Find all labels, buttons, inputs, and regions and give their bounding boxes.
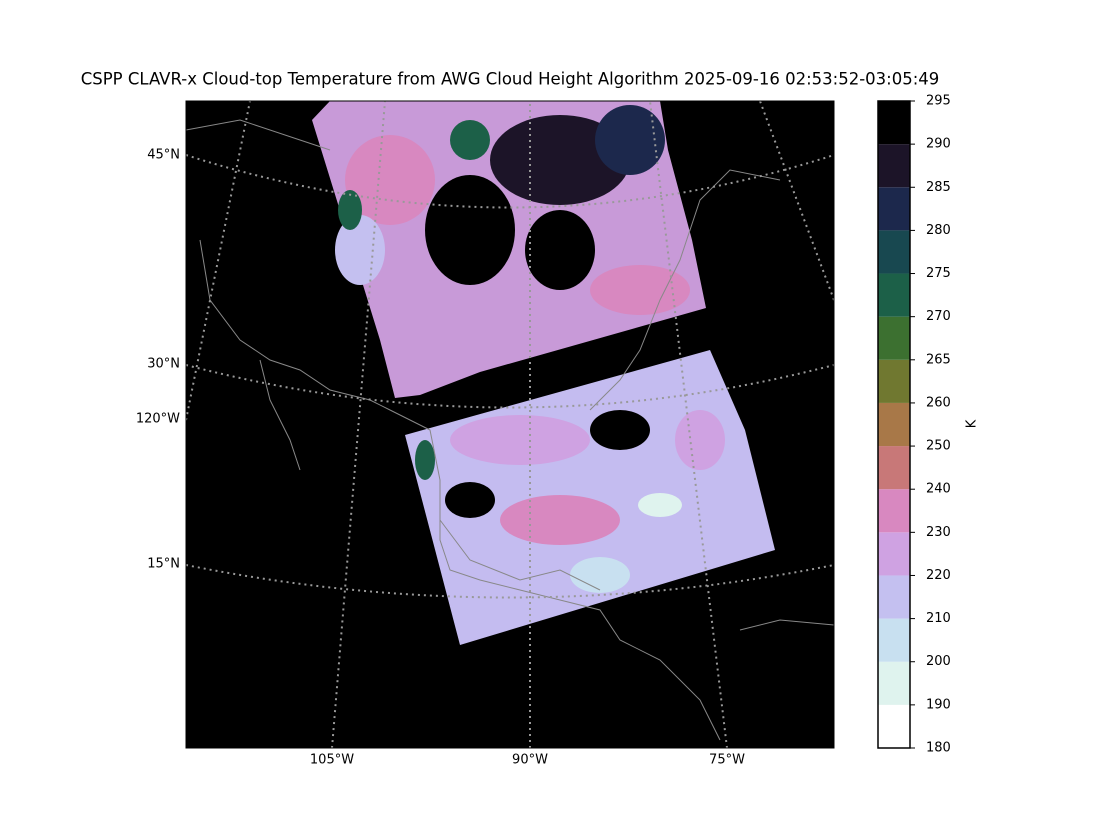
colorbar-tick-label: 200 <box>926 654 951 669</box>
colorbar-bin <box>878 187 910 231</box>
colorbar-tick-label: 285 <box>926 180 951 195</box>
lat-label: 30°N <box>147 357 180 372</box>
colorbar-tick-label: 210 <box>926 611 951 626</box>
colorbar-bin <box>878 575 910 619</box>
colorbar-tick-label: 250 <box>926 439 951 454</box>
colorbar-tick-label: 275 <box>926 266 951 281</box>
colorbar-bin <box>878 532 910 576</box>
colorbar-bin <box>878 273 910 317</box>
colorbar-tick-label: 295 <box>926 94 951 109</box>
colorbar-tick-label: 230 <box>926 525 951 540</box>
lon-label: 120°W <box>136 412 180 427</box>
lon-label: 105°W <box>310 753 354 768</box>
lon-label: 90°W <box>512 753 548 768</box>
colorbar-bin <box>878 704 910 748</box>
colorbar-bin <box>878 661 910 705</box>
colorbar-tick-label: 270 <box>926 309 951 324</box>
colorbar-bin <box>878 402 910 447</box>
colorbar-tick-label: 265 <box>926 352 951 367</box>
colorbar-bin <box>878 316 910 360</box>
lat-label: 45°N <box>147 148 180 163</box>
coastlines <box>186 119 834 741</box>
colorbar-bin <box>878 359 910 403</box>
colorbar-tick-label: 260 <box>926 395 951 410</box>
colorbar-bin <box>878 101 910 145</box>
map-title: CSPP CLAVR-x Cloud-top Temperature from … <box>81 70 940 89</box>
colorbar-tick-label: 290 <box>926 137 951 152</box>
colorbar-tick-label: 240 <box>926 482 951 497</box>
map-frame <box>185 100 835 749</box>
colorbar-bin <box>878 144 910 188</box>
colorbar-bin <box>878 446 910 490</box>
lat-label: 15°N <box>147 557 180 572</box>
cloud-patches <box>335 105 725 593</box>
colorbar-tick-label: 220 <box>926 568 951 583</box>
colorbar-bin <box>878 618 910 662</box>
lon-label: 75°W <box>709 753 745 768</box>
colorbar-tick-label: 190 <box>926 697 951 712</box>
colorbar-bin <box>878 230 910 274</box>
colorbar-label: K <box>965 419 980 428</box>
map: 45°N 30°N 15°N 120°W 105°W 90°W 75°W <box>136 100 835 768</box>
colorbar-tick-label: 280 <box>926 223 951 238</box>
colorbar-bin <box>878 489 910 533</box>
graticule <box>186 101 834 748</box>
colorbar-frame <box>877 100 911 749</box>
colorbar-tick-label: 180 <box>926 741 951 756</box>
colorbar: 180 190 200 210 220 230 240 250 260 265 270 275 280 2… <box>877 94 951 756</box>
